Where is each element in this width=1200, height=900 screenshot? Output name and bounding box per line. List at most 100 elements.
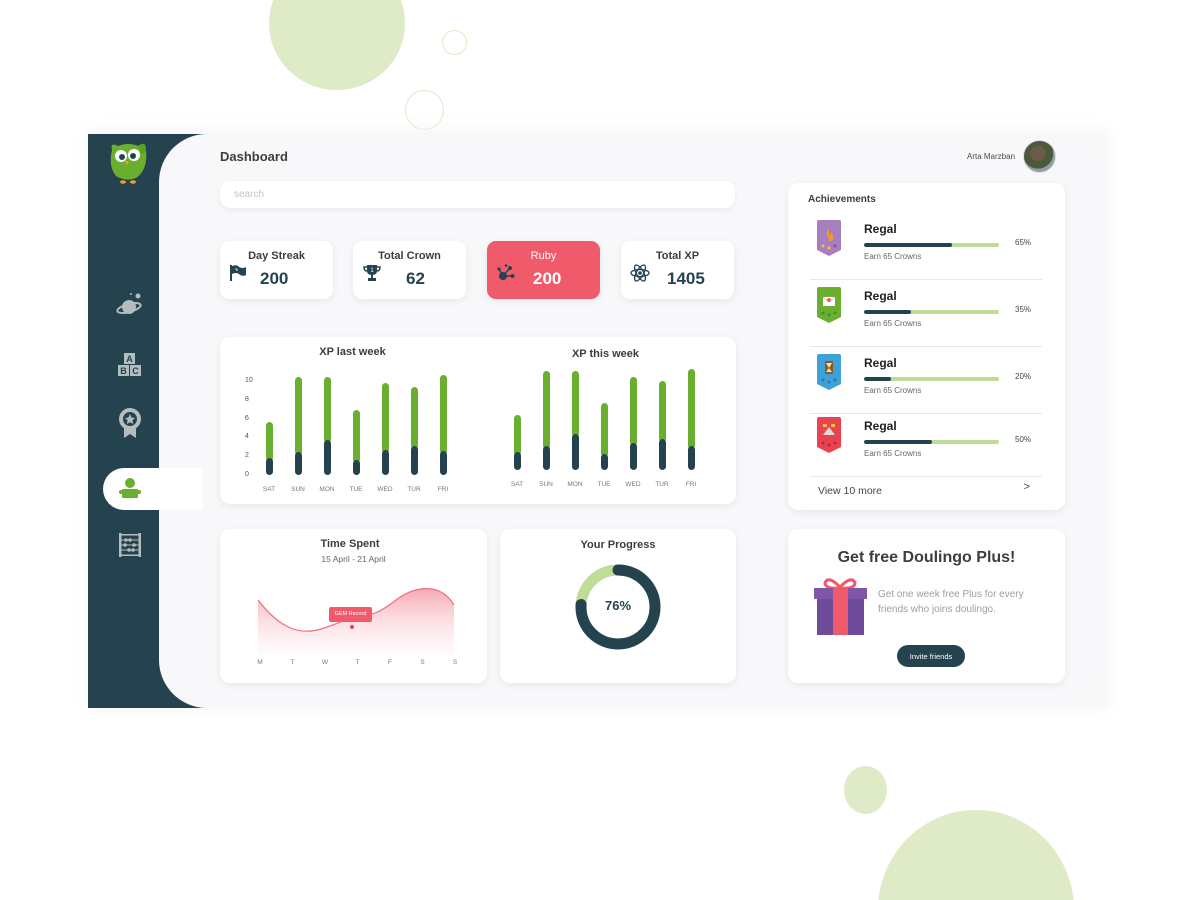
bar-segment-dark: [688, 445, 695, 470]
x-axis-label: MON: [567, 481, 583, 488]
bar-segment-dark: [353, 459, 360, 475]
x-axis-label: S: [420, 659, 425, 666]
user-name: Arta Marzban: [967, 152, 1016, 161]
bar-segment-dark: [440, 451, 447, 475]
bar-segment-green: [630, 376, 637, 446]
bar-segment-green: [295, 377, 302, 456]
xp-bar[interactable]: [411, 386, 418, 475]
y-axis-tick: 10: [245, 377, 253, 384]
xp-chart-card: [220, 337, 736, 504]
xp-bar[interactable]: [266, 422, 273, 475]
sidebar-item-abacus[interactable]: [115, 530, 145, 560]
bar-segment-dark: [572, 434, 579, 470]
xp-bar[interactable]: [514, 414, 521, 470]
achievement-progress-bar: [864, 377, 999, 381]
x-axis-label: WED: [377, 486, 393, 493]
decor-bubble: [844, 766, 887, 814]
chart-title-last-week: XP last week: [319, 346, 386, 358]
view-more-link[interactable]: View 10 more >: [818, 481, 1030, 497]
progress-title: Your Progress: [580, 539, 656, 551]
xp-bar[interactable]: [324, 377, 331, 475]
xp-bar[interactable]: [601, 403, 608, 470]
achievement-item[interactable]: Regal Earn 65 Crowns 65%: [810, 218, 1042, 280]
x-axis-label: TUR: [655, 481, 669, 488]
flag-icon: [230, 265, 246, 281]
avatar[interactable]: [1023, 140, 1056, 173]
stat-total-xp[interactable]: Total XP 1405: [621, 241, 734, 299]
progress-card: [500, 529, 736, 683]
reading-person-icon: [119, 478, 141, 498]
xp-bar[interactable]: [353, 410, 360, 475]
achievement-name: Regal: [864, 289, 897, 303]
stat-label: Ruby: [530, 250, 557, 262]
x-axis-label: M: [257, 659, 263, 666]
xp-bar[interactable]: [543, 371, 550, 470]
bar-segment-green: [514, 414, 521, 456]
xp-bar[interactable]: [440, 375, 447, 475]
bar-segment-green: [266, 422, 273, 462]
chevron-right-icon: >: [1023, 481, 1030, 493]
owl-logo-icon[interactable]: [106, 140, 150, 190]
time-spent-subtitle: 15 April - 21 April: [321, 554, 386, 564]
achievement-name: Regal: [864, 419, 897, 433]
stat-day-streak[interactable]: Day Streak 200: [220, 241, 333, 299]
atom-icon: [630, 264, 650, 282]
xp-bar[interactable]: [659, 380, 666, 470]
bar-segment-dark: [543, 445, 550, 470]
bar-segment-green: [688, 369, 695, 449]
y-axis-tick: 2: [245, 452, 249, 460]
progress-percent: 76%: [604, 598, 632, 613]
view-more-label: View 10 more: [818, 485, 883, 497]
bar-segment-green: [411, 386, 418, 449]
bar-segment-green: [324, 377, 331, 444]
stat-value: 1405: [667, 269, 705, 288]
stat-value: 200: [260, 269, 289, 288]
sidebar-item-awards[interactable]: [115, 408, 145, 438]
achievement-percent: 65%: [1015, 238, 1032, 247]
y-axis-tick: 6: [245, 414, 249, 422]
stat-total-crown[interactable]: 1 Total Crown 62: [353, 241, 466, 299]
trophy-icon: 1: [363, 265, 381, 281]
sidebar-item-planet[interactable]: [115, 290, 145, 320]
stat-value: 200: [533, 269, 562, 288]
invite-friends-button[interactable]: Invite friends: [897, 645, 965, 667]
xp-bar[interactable]: [572, 371, 579, 470]
achievement-subtitle: Earn 65 Crowns: [864, 319, 922, 328]
x-axis-label: TUE: [597, 481, 611, 488]
bar-segment-green: [440, 375, 447, 455]
hammer-badge-icon: [817, 417, 841, 453]
svg-text:B: B: [120, 366, 127, 376]
achievement-item[interactable]: Regal Earn 65 Crowns 50%: [810, 415, 1042, 477]
stat-label: Day Streak: [248, 250, 305, 262]
chart-title-this-week: XP this week: [571, 348, 640, 360]
stat-value: 62: [406, 269, 425, 288]
achievement-item[interactable]: Regal Earn 65 Crowns 20%: [810, 352, 1042, 414]
achievement-item[interactable]: Regal Earn 65 Crowns 35%: [810, 285, 1042, 347]
sidebar-item-learn[interactable]: [115, 474, 145, 504]
x-axis-label: W: [321, 659, 329, 666]
sidebar-item-abc[interactable]: A B C: [115, 350, 145, 380]
svg-text:1: 1: [370, 268, 374, 274]
decor-bubble: [878, 810, 1074, 900]
decor-bubble: [269, 0, 405, 90]
envelope-badge-icon: [817, 287, 841, 323]
xp-bar[interactable]: [295, 377, 302, 475]
x-axis-label: FRI: [685, 481, 697, 488]
achievement-subtitle: Earn 65 Crowns: [864, 386, 922, 395]
bar-segment-dark: [630, 442, 637, 470]
progress-donut-chart: [575, 564, 661, 650]
stat-ruby[interactable]: Ruby 200: [487, 241, 600, 299]
achievement-progress-bar: [864, 310, 999, 314]
xp-bar[interactable]: [688, 369, 695, 470]
xp-bar[interactable]: [382, 382, 389, 475]
promo-title: Get free Doulingo Plus!: [837, 549, 1016, 566]
bar-segment-dark: [514, 452, 521, 470]
search-input[interactable]: [220, 181, 735, 208]
bar-segment-dark: [601, 454, 608, 470]
bar-segment-green: [601, 403, 608, 457]
x-axis-label: SAT: [510, 481, 524, 488]
bar-segment-green: [572, 371, 579, 438]
abc-blocks-icon: A B C: [118, 353, 141, 376]
achievement-progress-bar: [864, 243, 999, 247]
xp-bar[interactable]: [630, 376, 637, 470]
